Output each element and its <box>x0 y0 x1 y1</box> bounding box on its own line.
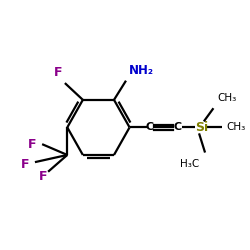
Text: CH₃: CH₃ <box>217 94 236 104</box>
Text: Si: Si <box>195 121 208 134</box>
Text: F: F <box>28 138 37 151</box>
Text: C: C <box>174 122 182 132</box>
Text: H₃C: H₃C <box>180 158 199 168</box>
Text: CH₃: CH₃ <box>226 122 246 132</box>
Text: F: F <box>21 158 29 171</box>
Text: F: F <box>39 170 48 183</box>
Text: C: C <box>146 122 154 132</box>
Text: F: F <box>54 66 62 80</box>
Text: NH₂: NH₂ <box>128 64 154 77</box>
